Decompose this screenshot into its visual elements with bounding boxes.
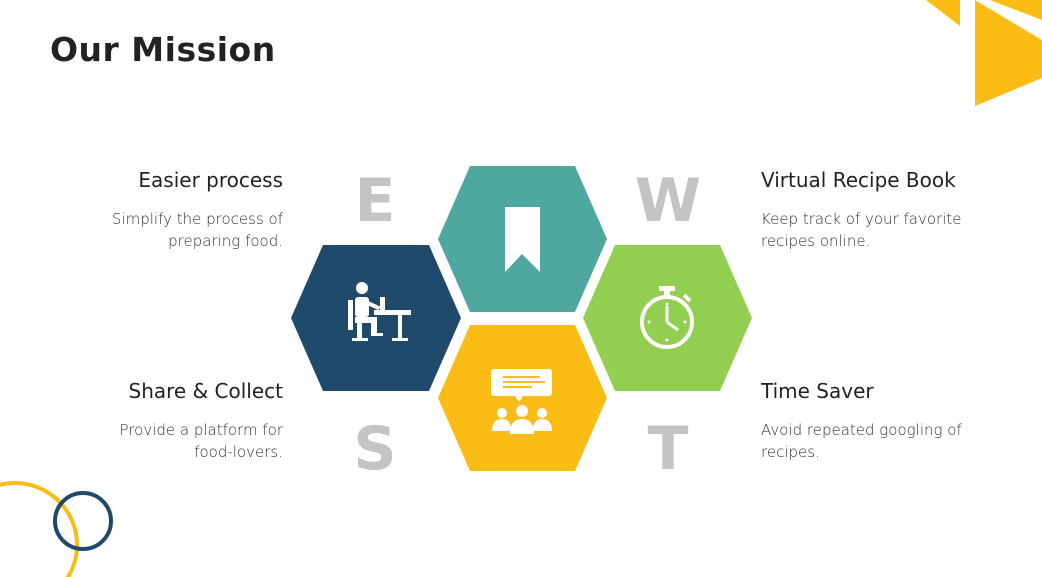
hexagon-yellow bbox=[438, 325, 607, 471]
letter-s: S bbox=[353, 414, 396, 484]
feature-time-saver: Time Saver Avoid repeated googling of re… bbox=[761, 379, 1011, 463]
decor-triangle-small bbox=[926, 0, 960, 26]
feature-easier-process: Easier process Simplify the process of p… bbox=[53, 168, 283, 252]
feature-desc-line: food-lovers. bbox=[194, 443, 283, 461]
feature-desc-line: Simplify the process of bbox=[111, 210, 283, 228]
feature-heading: Easier process bbox=[138, 168, 283, 192]
feature-virtual-recipe-book: Virtual Recipe Book Keep track of your f… bbox=[761, 168, 1011, 252]
feature-heading: Time Saver bbox=[761, 379, 874, 403]
page-title: Our Mission bbox=[50, 30, 276, 69]
feature-description: Keep track of your favorite recipes onli… bbox=[761, 208, 1011, 252]
feature-heading: Virtual Recipe Book bbox=[761, 168, 956, 192]
decor-triangle-large bbox=[975, 0, 1042, 106]
feature-description: Avoid repeated googling of recipes. bbox=[761, 419, 1011, 463]
feature-desc-line: recipes. bbox=[761, 443, 820, 461]
letter-w: W bbox=[635, 166, 701, 236]
feature-desc-line: recipes online. bbox=[761, 232, 871, 250]
feature-desc-line: Provide a platform for bbox=[119, 421, 283, 439]
group-chat-icon bbox=[491, 369, 552, 434]
decor-circle-yellow bbox=[0, 481, 79, 577]
feature-share-collect: Share & Collect Provide a platform for f… bbox=[53, 379, 283, 463]
feature-description: Provide a platform for food-lovers. bbox=[53, 419, 283, 463]
stopwatch-icon bbox=[640, 286, 694, 349]
letter-e: E bbox=[355, 166, 396, 236]
feature-desc-line: Avoid repeated googling of bbox=[761, 421, 962, 439]
feature-description: Simplify the process of preparing food. bbox=[53, 208, 283, 252]
person-at-desk-icon bbox=[348, 282, 411, 341]
decor-triangle-top bbox=[990, 0, 1042, 20]
bookmark-icon bbox=[505, 207, 540, 272]
letter-t: T bbox=[648, 414, 689, 484]
feature-desc-line: preparing food. bbox=[168, 232, 283, 250]
feature-heading: Share & Collect bbox=[128, 379, 283, 403]
decor-circle-navy bbox=[53, 491, 113, 551]
feature-desc-line: Keep track of your favorite bbox=[761, 210, 962, 228]
